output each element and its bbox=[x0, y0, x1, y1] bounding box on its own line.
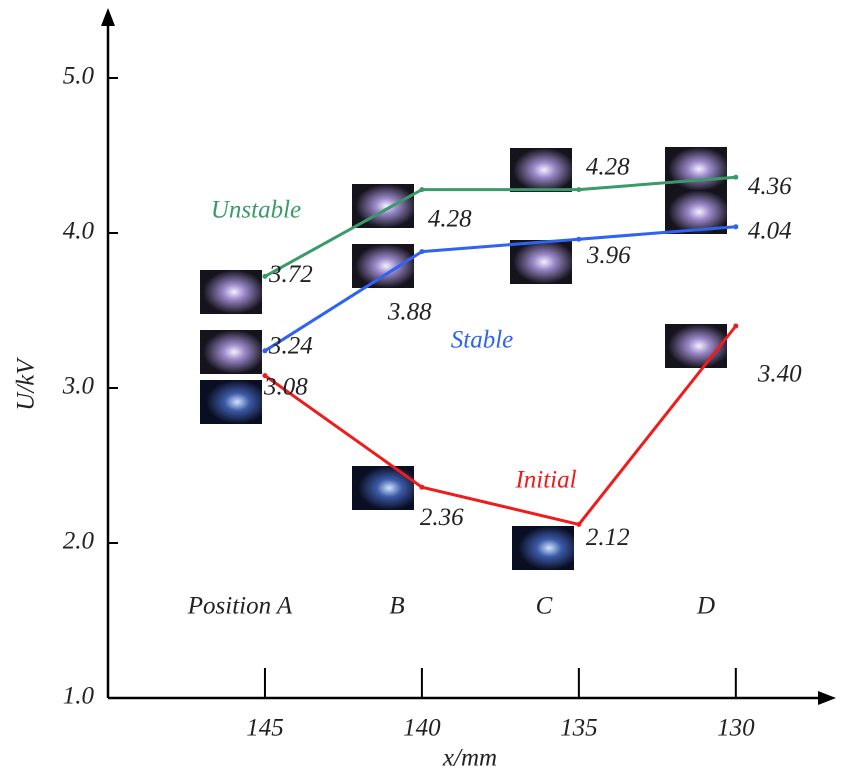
photo bbox=[665, 324, 727, 368]
position-label: B bbox=[389, 593, 404, 620]
y-tick-label: 4.0 bbox=[63, 218, 95, 245]
y-axis-label: U/kV bbox=[13, 357, 40, 411]
point bbox=[419, 485, 424, 490]
point bbox=[733, 324, 738, 329]
value-label: 3.08 bbox=[263, 373, 308, 400]
position-label: Position A bbox=[187, 593, 293, 620]
series-name: Unstable bbox=[211, 197, 301, 224]
chart: x/mm U/kV 1.0 2.0 3.0 4.0 5.0 145 140 135 130 Pos… bbox=[0, 0, 842, 774]
y-tick-label: 3.0 bbox=[62, 373, 95, 400]
photo bbox=[352, 184, 414, 228]
x-tick-label: 145 bbox=[246, 715, 284, 742]
position-label: D bbox=[696, 593, 715, 620]
point bbox=[419, 187, 424, 192]
value-label: 4.28 bbox=[428, 205, 472, 232]
x-tick-label: 140 bbox=[403, 715, 441, 742]
value-label: 2.12 bbox=[586, 524, 630, 551]
x-axis-arrow bbox=[818, 691, 836, 705]
photo bbox=[510, 148, 572, 192]
photo bbox=[200, 380, 262, 424]
value-label: 3.24 bbox=[268, 333, 313, 360]
value-label: 3.72 bbox=[268, 261, 313, 288]
photo bbox=[665, 147, 727, 191]
photo bbox=[510, 240, 572, 284]
series-name: Stable bbox=[451, 327, 514, 354]
photo bbox=[200, 330, 262, 374]
value-label: 4.28 bbox=[586, 153, 630, 180]
photo bbox=[512, 526, 574, 570]
y-axis-arrow bbox=[101, 8, 115, 26]
value-label: 4.04 bbox=[748, 218, 792, 245]
point bbox=[733, 175, 738, 180]
y-tick-label: 1.0 bbox=[63, 683, 95, 710]
point bbox=[419, 249, 424, 254]
photo bbox=[352, 466, 414, 510]
point bbox=[733, 224, 738, 229]
x-axis-label: x/mm bbox=[442, 745, 497, 772]
value-label: 3.40 bbox=[757, 361, 802, 388]
point bbox=[576, 522, 581, 527]
photo bbox=[352, 244, 414, 288]
point bbox=[262, 348, 267, 353]
point bbox=[262, 274, 267, 279]
photo bbox=[200, 270, 262, 314]
series-name: Initial bbox=[514, 467, 576, 494]
value-label: 2.36 bbox=[420, 504, 464, 531]
value-label: 4.36 bbox=[748, 173, 792, 200]
position-label: C bbox=[536, 593, 553, 620]
point bbox=[576, 187, 581, 192]
x-tick-label: 130 bbox=[717, 715, 755, 742]
y-tick-label: 5.0 bbox=[63, 63, 95, 90]
y-tick-label: 2.0 bbox=[63, 528, 95, 555]
value-label: 3.88 bbox=[387, 298, 432, 325]
value-label: 3.96 bbox=[586, 242, 631, 269]
point bbox=[576, 237, 581, 242]
x-tick-label: 135 bbox=[560, 715, 598, 742]
